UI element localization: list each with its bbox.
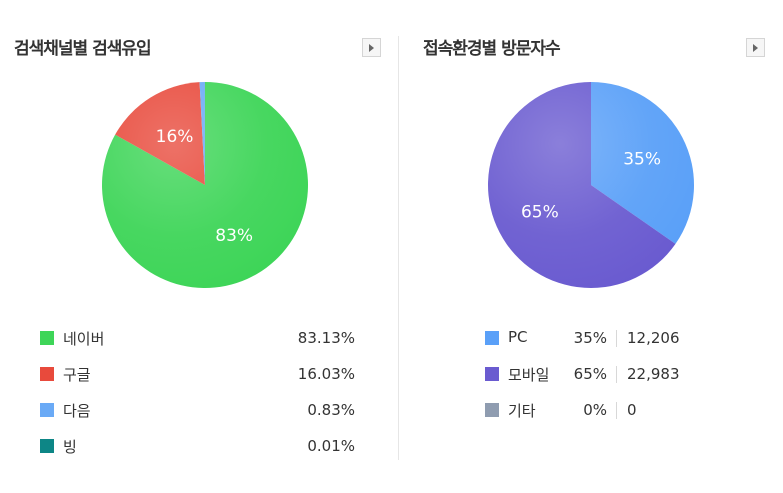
legend-swatch xyxy=(40,331,54,345)
legend-item-naver: 네이버 83.13% xyxy=(40,320,355,356)
legend-label: PC xyxy=(508,328,528,346)
legend-item-google: 구글 16.03% xyxy=(40,356,355,392)
legend-item-other: 기타 0% 0 xyxy=(485,392,725,428)
legend-value: 0.83% xyxy=(307,401,355,419)
legend-swatch xyxy=(485,403,499,417)
legend-swatch xyxy=(485,367,499,381)
search-channel-pie-chart: 83%16% xyxy=(101,82,308,288)
legend-count: 0 xyxy=(627,401,637,419)
legend-item-pc: PC 35% 12,206 xyxy=(485,320,725,356)
legend-label: 기타 xyxy=(508,402,536,420)
legend-label: 빙 xyxy=(63,438,77,456)
search-channel-legend: 네이버 83.13% 구글 16.03% 다음 0.83% 빙 0.01% xyxy=(40,320,355,464)
search-channel-panel: 검색채널별 검색유입 83%16% 네이버 83.13% 구글 16.03% 다… xyxy=(14,38,381,464)
search-channel-more-button[interactable] xyxy=(362,38,381,57)
device-panel: 접속환경별 방문자수 35%65% PC 35% 12,206 모바일 65% … xyxy=(399,0,783,493)
legend-separator xyxy=(616,366,617,383)
legend-label: 다음 xyxy=(63,402,91,420)
legend-swatch xyxy=(40,403,54,417)
legend-label: 네이버 xyxy=(63,330,105,348)
legend-percent: 65% xyxy=(573,365,607,383)
legend-value: 0.01% xyxy=(307,437,355,455)
legend-swatch xyxy=(40,367,54,381)
device-more-button[interactable] xyxy=(746,38,765,57)
legend-label: 구글 xyxy=(63,366,91,384)
panel-divider xyxy=(398,36,399,460)
device-legend: PC 35% 12,206 모바일 65% 22,983 기타 0% 0 xyxy=(485,320,725,428)
legend-separator xyxy=(616,330,617,347)
legend-value: 83.13% xyxy=(297,329,355,347)
legend-item-daum: 다음 0.83% xyxy=(40,392,355,428)
legend-swatch xyxy=(40,439,54,453)
device-pie-chart: 35%65% xyxy=(487,82,694,288)
device-pie-highlight xyxy=(488,82,694,288)
device-title: 접속환경별 방문자수 xyxy=(423,39,561,59)
legend-separator xyxy=(616,402,617,419)
legend-item-bing: 빙 0.01% xyxy=(40,428,355,464)
play-arrow-icon xyxy=(753,43,758,52)
legend-item-mobile: 모바일 65% 22,983 xyxy=(485,356,725,392)
search-pie-highlight xyxy=(102,82,308,288)
legend-value: 16.03% xyxy=(297,365,355,383)
legend-percent: 35% xyxy=(573,329,607,347)
search-channel-title: 검색채널별 검색유입 xyxy=(14,39,152,59)
play-arrow-icon xyxy=(369,43,374,52)
legend-count: 12,206 xyxy=(627,329,680,347)
legend-percent: 0% xyxy=(583,401,607,419)
legend-swatch xyxy=(485,331,499,345)
legend-count: 22,983 xyxy=(627,365,680,383)
legend-label: 모바일 xyxy=(508,366,550,384)
